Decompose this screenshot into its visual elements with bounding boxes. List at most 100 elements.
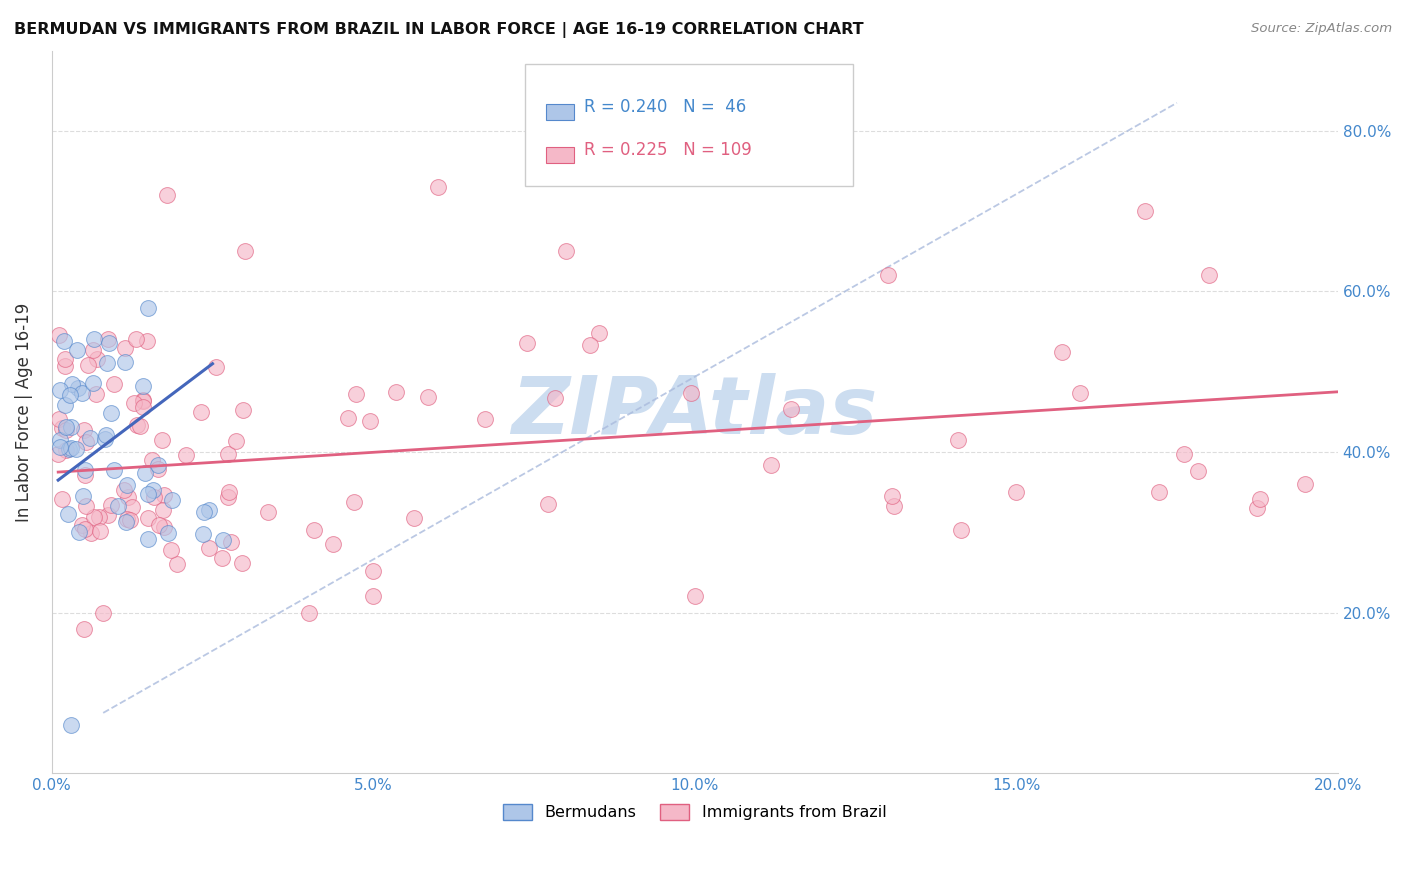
Point (880, 489, 903, 503)
Point (361, 564, 384, 578)
Point (402, 511, 425, 525)
Point (1295, 477, 1317, 491)
Point (174, 448, 197, 462)
Point (73, 423, 96, 437)
Point (191, 527, 214, 541)
Point (49, 383, 72, 397)
Point (385, 385, 408, 400)
Point (132, 379, 155, 393)
FancyBboxPatch shape (546, 104, 574, 120)
Point (96, 356, 118, 370)
Point (84, 387, 107, 401)
Point (946, 434, 969, 448)
Point (683, 590, 706, 604)
Point (94, 433, 117, 447)
Point (122, 396, 145, 410)
Point (142, 490, 165, 504)
Point (160, 542, 183, 557)
Point (759, 458, 782, 473)
Point (75, 500, 97, 514)
Point (205, 359, 228, 374)
Point (70, 518, 93, 533)
Point (1249, 492, 1271, 507)
Point (114, 355, 136, 369)
FancyBboxPatch shape (546, 147, 574, 163)
Point (112, 483, 135, 497)
Point (67, 524, 90, 539)
Point (86, 351, 108, 366)
Point (91, 606, 114, 620)
Legend: Bermudans, Immigrants from Brazil: Bermudans, Immigrants from Brazil (496, 797, 893, 827)
Point (157, 525, 180, 540)
Point (153, 488, 176, 502)
Point (474, 412, 496, 426)
Point (97, 508, 120, 523)
Point (233, 244, 256, 259)
Point (337, 411, 360, 425)
Point (132, 393, 155, 408)
Point (48, 327, 70, 342)
Text: Source: ZipAtlas.com: Source: ZipAtlas.com (1251, 22, 1392, 36)
Point (115, 478, 138, 492)
Point (232, 403, 254, 417)
Point (103, 463, 125, 477)
Point (70, 385, 93, 400)
Point (51, 492, 73, 507)
Point (73, 622, 96, 636)
Point (298, 606, 321, 620)
Point (132, 392, 155, 407)
Point (141, 453, 163, 467)
Point (883, 499, 905, 513)
Point (190, 405, 212, 419)
Point (118, 513, 141, 527)
Point (1187, 464, 1209, 478)
Point (555, 244, 578, 259)
Point (876, 268, 898, 283)
Point (152, 520, 174, 534)
Point (218, 484, 240, 499)
Point (322, 537, 344, 551)
Point (115, 512, 138, 526)
Point (82, 343, 104, 358)
Point (361, 590, 384, 604)
Point (152, 503, 174, 517)
Point (142, 483, 165, 497)
Point (588, 326, 610, 340)
Point (416, 390, 439, 404)
Point (344, 387, 367, 401)
Point (80, 525, 103, 540)
Point (779, 402, 801, 417)
Point (53, 352, 76, 367)
Point (211, 551, 233, 566)
Point (100, 406, 122, 420)
Point (73, 522, 96, 536)
Point (302, 523, 325, 537)
Point (198, 541, 221, 555)
Point (150, 433, 173, 447)
Point (55, 443, 77, 458)
Point (136, 301, 159, 315)
Point (426, 180, 449, 194)
Point (156, 188, 179, 202)
Point (198, 503, 221, 517)
Point (97, 335, 120, 350)
Point (125, 332, 148, 346)
Point (131, 401, 153, 415)
Point (46, 447, 69, 461)
Point (128, 419, 150, 434)
Point (79, 430, 101, 444)
Point (231, 556, 253, 570)
Point (51, 420, 73, 434)
Point (679, 386, 702, 401)
Point (217, 490, 239, 504)
Point (58, 442, 80, 457)
Point (60, 420, 83, 434)
Point (103, 376, 125, 391)
Point (53, 359, 76, 374)
Point (107, 499, 129, 513)
Point (121, 500, 143, 514)
Point (342, 495, 364, 509)
Point (59, 388, 82, 402)
Point (56, 507, 79, 521)
Point (67, 381, 90, 395)
